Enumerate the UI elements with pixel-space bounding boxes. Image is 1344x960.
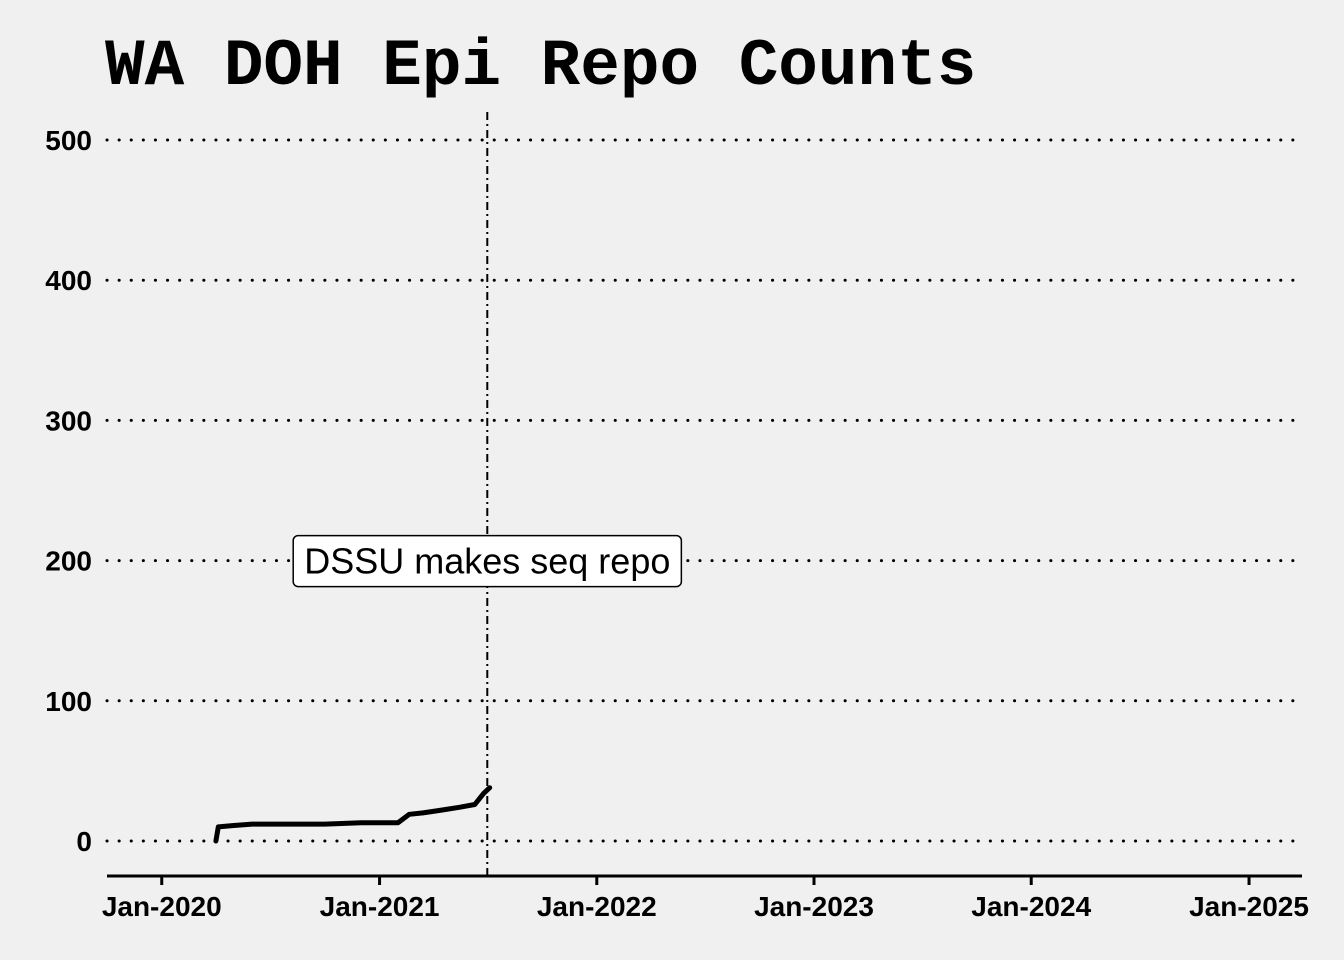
x-tick-label: Jan-2024 (971, 891, 1091, 922)
y-tick-label: 0 (76, 826, 92, 857)
y-tick-label: 100 (45, 686, 92, 717)
y-tick-label: 200 (45, 546, 92, 577)
x-tick-label: Jan-2021 (320, 891, 440, 922)
x-tick-label: Jan-2022 (537, 891, 657, 922)
series-line-0 (213, 785, 493, 844)
x-tick-label: Jan-2020 (102, 891, 222, 922)
series-group (213, 785, 493, 844)
annotation-label-text: DSSU makes seq repo (304, 541, 670, 582)
y-tick-label: 500 (45, 125, 92, 156)
x-tick-label: Jan-2023 (754, 891, 874, 922)
y-tick-label: 400 (45, 265, 92, 296)
y-tick-labels: 0 100 200 300 400 500 (45, 125, 92, 857)
x-tick-label: Jan-2025 (1189, 891, 1309, 922)
y-tick-label: 300 (45, 405, 92, 436)
annotations: DSSU makes seq repo (292, 112, 683, 876)
annotation-label-box (292, 534, 683, 588)
chart-title: WA DOH Epi Repo Counts (105, 29, 976, 104)
x-ticks: Jan-2020 Jan-2021 Jan-2022 Jan-2023 Jan-2024… (102, 876, 1309, 922)
annotation-label: DSSU makes seq repo (292, 534, 683, 588)
